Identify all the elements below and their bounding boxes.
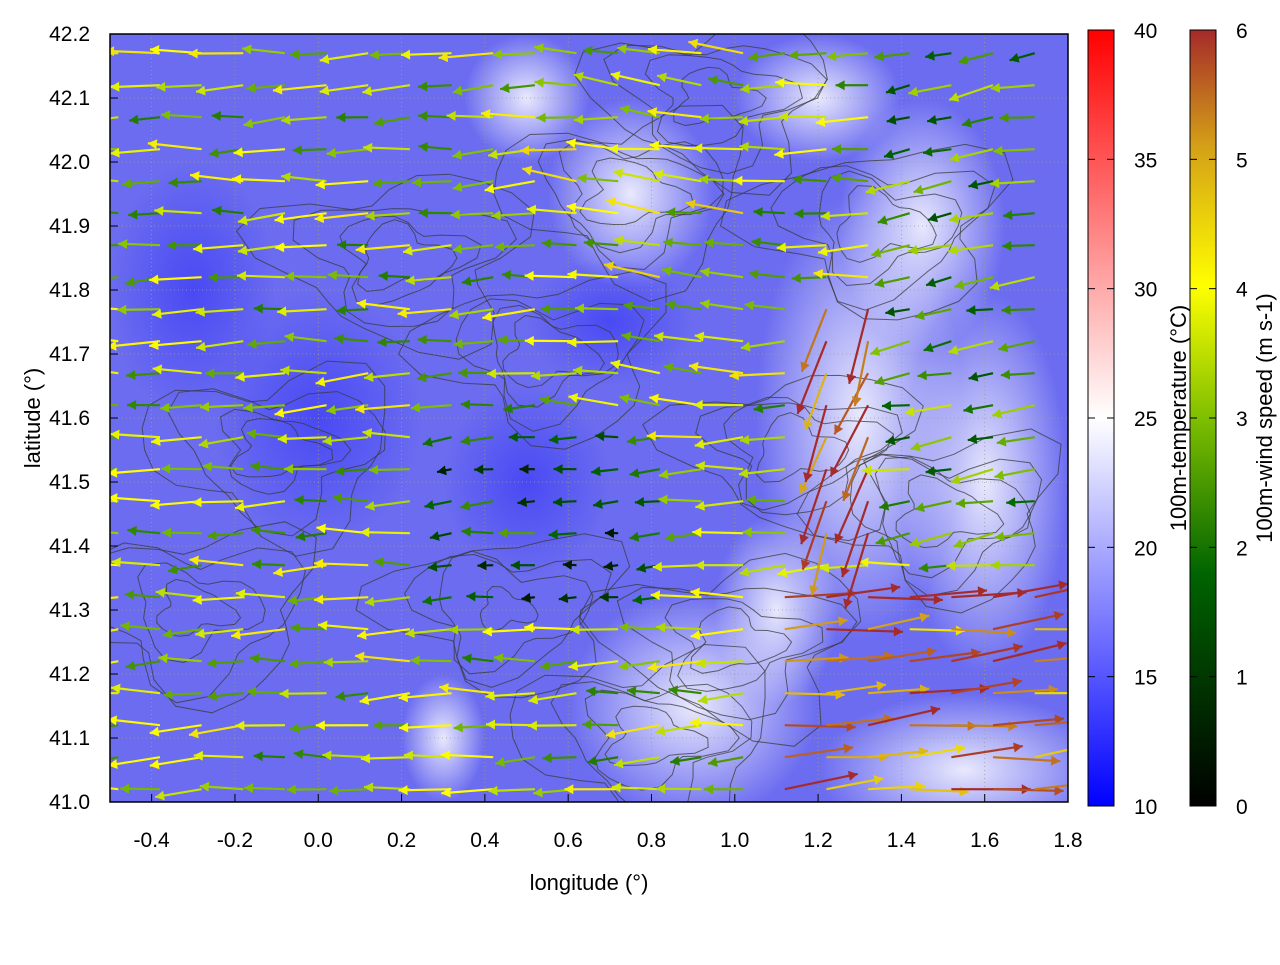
y-axis-label: latitude (°) xyxy=(20,368,45,469)
y-tick-label: 42.1 xyxy=(49,87,90,110)
y-tick-label: 42.0 xyxy=(49,151,90,174)
y-tick-label: 41.8 xyxy=(49,279,90,302)
colorbar-tick-label: 35 xyxy=(1134,149,1157,172)
wind-vector-head xyxy=(71,117,81,127)
wind-vector-head xyxy=(75,525,84,535)
x-axis-label: longitude (°) xyxy=(530,870,649,895)
colorbar-tick-label: 6 xyxy=(1236,20,1248,43)
wind-vector-head xyxy=(84,240,93,250)
y-axis: 41.0 41.1 41.2 41.3 41.4 41.5 41.6 41.7 41.8 41.9… xyxy=(49,23,118,814)
wind-colorbar: 0 1 2 3 4 5 6 100m-wind speed (m s-1) xyxy=(1190,20,1277,819)
colorbar-tick-label: 0 xyxy=(1236,796,1248,819)
y-tick-label: 41.6 xyxy=(49,407,90,430)
x-tick-label: 0.0 xyxy=(304,829,333,852)
y-tick-label: 41.4 xyxy=(49,535,90,558)
y-tick-label: 41.5 xyxy=(49,471,90,494)
temperature-colorbar: 10 15 20 25 30 35 40 100m-temperature (°C) xyxy=(1088,20,1191,819)
x-tick-label: 1.0 xyxy=(720,829,749,852)
wind-vector xyxy=(951,725,1017,726)
x-tick-label: 0.4 xyxy=(470,829,500,852)
wind-vector-head xyxy=(72,173,81,183)
y-tick-label: 41.9 xyxy=(49,215,90,238)
temperature-warm-patch xyxy=(818,693,1110,847)
temperature-warm-patch xyxy=(714,514,839,706)
colorbar-tick-label: 40 xyxy=(1134,20,1157,43)
y-tick-label: 41.3 xyxy=(49,599,90,622)
colorbar-tick-label: 30 xyxy=(1134,279,1157,302)
temperature-colorbar-label: 100m-temperature (°C) xyxy=(1166,305,1191,531)
wind-colorbar-label: 100m-wind speed (m s-1) xyxy=(1252,293,1277,542)
x-tick-label: -0.4 xyxy=(134,829,171,852)
y-tick-label: 41.2 xyxy=(49,663,90,686)
wind-vector-head xyxy=(67,331,77,341)
colorbar-tick-label: 3 xyxy=(1236,408,1248,431)
y-tick-label: 41.0 xyxy=(49,791,90,814)
colorbar-tick-label: 25 xyxy=(1134,408,1157,431)
wind-vector-head xyxy=(65,633,75,643)
wind-vector xyxy=(80,404,119,405)
plot-area xyxy=(41,14,1110,849)
x-tick-label: 0.6 xyxy=(554,829,583,852)
wind-vector-head xyxy=(67,558,76,568)
y-tick-label: 41.7 xyxy=(49,343,90,366)
x-tick-label: 0.2 xyxy=(387,829,416,852)
y-tick-label: 41.1 xyxy=(49,727,90,750)
x-tick-label: 1.2 xyxy=(803,829,832,852)
wind-vector-head xyxy=(69,688,78,698)
x-tick-label: 0.8 xyxy=(637,829,666,852)
colorbar-tick-label: 15 xyxy=(1134,667,1157,690)
wind-vector-head xyxy=(81,433,90,443)
x-tick-label: 1.6 xyxy=(970,829,999,852)
colorbar-tick-label: 1 xyxy=(1236,667,1248,690)
colorbar-tick-label: 20 xyxy=(1134,537,1157,560)
wind-vector-head xyxy=(66,301,75,311)
x-tick-label: -0.2 xyxy=(217,829,253,852)
x-tick-label: 1.8 xyxy=(1053,829,1082,852)
colorbar-tick-label: 10 xyxy=(1134,796,1157,819)
wind-vector-head xyxy=(69,50,78,60)
y-tick-label: 42.2 xyxy=(49,23,90,46)
wind-vector-head xyxy=(70,495,79,505)
x-tick-label: 1.4 xyxy=(887,829,917,852)
wind-vector-head xyxy=(66,780,75,790)
colorbar-tick-label: 4 xyxy=(1236,279,1248,302)
wind-vector-head xyxy=(84,757,94,767)
colorbar-tick-label: 5 xyxy=(1236,149,1248,172)
colorbar-tick-label: 2 xyxy=(1236,537,1248,560)
wind-vector xyxy=(70,500,118,501)
